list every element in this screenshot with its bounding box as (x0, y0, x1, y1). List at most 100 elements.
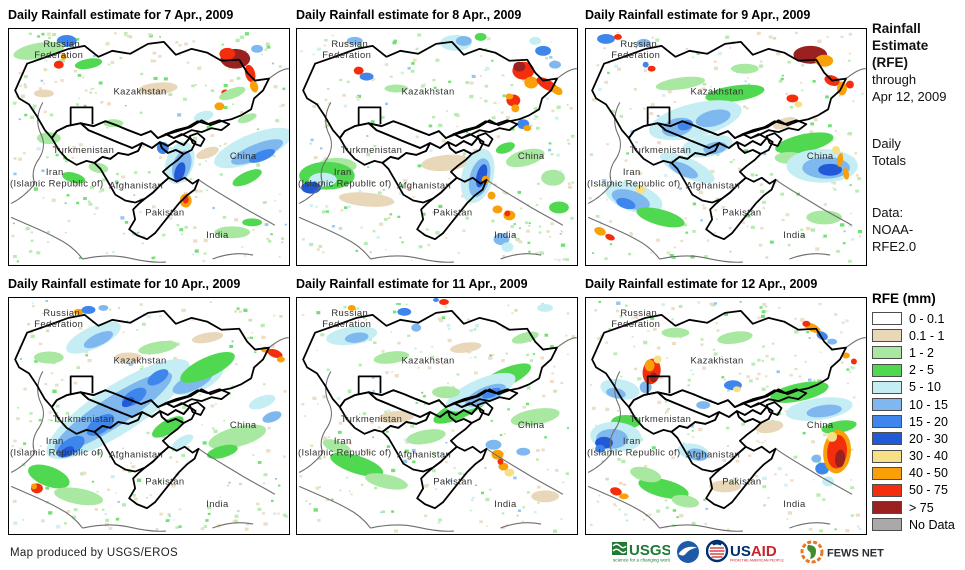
rain-blob (492, 205, 503, 214)
legend-swatch (872, 415, 902, 429)
rain-blob (438, 298, 449, 305)
rain-blob (821, 420, 857, 434)
rain-blob (54, 487, 104, 506)
rain-layer (28, 304, 285, 506)
rain-blob (732, 386, 741, 393)
panel-title: Daily Rainfall estimate for 11 Apr., 200… (296, 277, 528, 291)
rain-blob (219, 47, 236, 60)
rain-blob (653, 355, 662, 364)
borders-layer (10, 40, 289, 263)
legend-row: 20 - 30 (872, 430, 965, 447)
rain-blob (516, 447, 531, 456)
rain-blob (661, 327, 690, 338)
legend-label: No Data (909, 517, 955, 532)
rain-blob (378, 410, 415, 424)
rain-blob (549, 201, 569, 214)
fewsnet-logo: FEWS NET (800, 540, 884, 564)
rain-blob (60, 53, 67, 60)
fewsnet-globe-icon (800, 540, 824, 564)
rain-blob (493, 233, 510, 246)
rain-blob (330, 452, 384, 477)
rain-blob (62, 172, 86, 184)
legend-label: 50 - 75 (909, 483, 948, 498)
rain-blob (487, 191, 496, 200)
country-label: Federation (322, 49, 371, 60)
legend-swatch (872, 380, 902, 394)
rain-blob (432, 386, 460, 399)
country-label: Iran (334, 435, 352, 446)
country-label: Turkmenistan (630, 413, 691, 424)
country-label: Russian (620, 307, 657, 318)
country-label: China (518, 419, 545, 430)
country-label: Iran (623, 435, 641, 446)
usgs-wordmark: USGS (629, 542, 670, 559)
borders-layer (587, 40, 866, 263)
rain-blob (806, 404, 842, 418)
rain-blob (455, 35, 472, 46)
borders-layer (587, 309, 866, 532)
map-credit: Map produced by USGS/EROS (10, 547, 178, 559)
rain-blob (495, 142, 515, 154)
rain-blob (505, 148, 545, 168)
country-label: Afghanistan (109, 449, 163, 460)
country-label: China (230, 419, 257, 430)
rain-blob (31, 483, 37, 490)
rain-blob (836, 153, 844, 167)
legend-label: 5 - 10 (909, 380, 941, 395)
country-label: Pakistan (433, 475, 472, 486)
rain-blob (686, 448, 709, 461)
country-label: Federation (34, 49, 83, 60)
rain-blob (730, 63, 759, 74)
country-label: Kazakhstan (402, 354, 455, 365)
legend-swatch (872, 346, 902, 360)
rain-blob (671, 494, 700, 508)
country-label: China (807, 150, 834, 161)
legend-label: 1 - 2 (909, 345, 935, 360)
rain-blob (206, 444, 238, 459)
rain-blob (174, 162, 186, 182)
country-label: India (494, 498, 517, 509)
map-frame: Russian Federation Kazakhstan Turkmenistan I… (296, 28, 578, 266)
agency-logos: USGS science for a changing world USAID … (612, 539, 886, 565)
country-label: Afghanistan (397, 449, 451, 460)
country-label: Federation (322, 318, 371, 329)
country-label: Turkmenistan (630, 144, 691, 155)
rain-blob (535, 45, 552, 56)
country-label: Turkmenistan (53, 413, 114, 424)
rain-blob (242, 218, 263, 227)
rain-layer (590, 320, 857, 508)
rain-layer (299, 32, 569, 253)
rain-blob (511, 104, 520, 113)
rain-blob (83, 331, 114, 349)
rain-blob (504, 210, 511, 217)
rain-blob (267, 348, 283, 359)
rain-blob (373, 351, 410, 364)
noaa-circle-icon (677, 541, 699, 563)
rain-blob (597, 33, 615, 44)
legend-label: 15 - 20 (909, 414, 948, 429)
country-label: Russian (43, 38, 80, 49)
country-label: Afghanistan (686, 449, 740, 460)
country-label: (Islamic Republic of) (298, 447, 392, 458)
rain-blob (138, 82, 178, 95)
rain-blob (802, 320, 811, 327)
rain-blob (635, 185, 646, 194)
sidebar-subtitle-line: through (872, 72, 917, 87)
country-label: Russian (43, 307, 80, 318)
rain-blob (605, 233, 615, 241)
country-label: India (206, 498, 229, 509)
country-label: India (206, 229, 229, 240)
rain-blob (786, 94, 799, 103)
rain-blob (196, 146, 219, 160)
rain-blob (86, 414, 115, 436)
legend-label: 20 - 30 (909, 431, 948, 446)
rain-blob (638, 477, 689, 500)
country-label: Pakistan (145, 206, 184, 217)
country-label: (Islamic Republic of) (298, 178, 392, 189)
country-label: Iran (623, 166, 641, 177)
rain-blob (501, 242, 514, 253)
